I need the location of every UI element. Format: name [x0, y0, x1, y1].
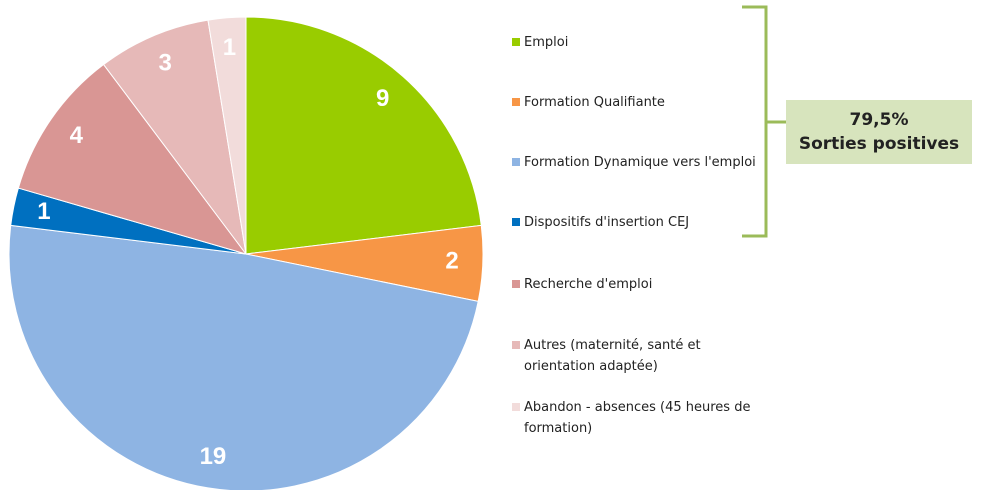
legend-label: Autres (maternité, santé et orientation … [524, 338, 701, 374]
legend-item: Abandon - absences (45 heures de formati… [512, 397, 764, 439]
legend-label: Formation Dynamique vers l'emploi [524, 155, 756, 170]
legend-label: Emploi [524, 35, 569, 50]
legend-item: Formation Qualifiante [512, 92, 764, 113]
legend-item: Dispositifs d'insertion CEJ [512, 212, 764, 233]
legend-swatch [512, 341, 520, 349]
legend-item: Autres (maternité, santé et orientation … [512, 335, 764, 377]
legend-swatch [512, 158, 520, 166]
data-label: 4 [70, 122, 84, 149]
legend-swatch [512, 218, 520, 226]
annotation-box: 79,5% Sorties positives [786, 100, 972, 164]
legend-swatch [512, 98, 520, 106]
pie-slice [207, 16, 247, 255]
legend-label: Recherche d'emploi [524, 277, 653, 292]
data-label: 3 [159, 50, 172, 77]
data-label: 2 [445, 248, 458, 275]
pie-slice [8, 224, 479, 490]
data-label: 19 [200, 443, 227, 470]
legend-item: Recherche d'emploi [512, 274, 764, 295]
data-label: 1 [223, 34, 236, 61]
annotation: 79,5% [849, 110, 909, 130]
legend-swatch [512, 38, 520, 46]
pie-slice [17, 63, 248, 255]
annotation: Sorties positives [798, 134, 960, 154]
legend-label: Dispositifs d'insertion CEJ [524, 215, 690, 230]
legend-swatch [512, 403, 520, 411]
data-label: 1 [37, 198, 50, 225]
legend-item: Formation Dynamique vers l'emploi [512, 152, 764, 173]
pie-slice [245, 16, 482, 255]
bracket [742, 5, 786, 238]
data-label: 9 [376, 85, 389, 112]
legend-swatch [512, 280, 520, 288]
legend-label: Formation Qualifiante [524, 95, 665, 110]
legend-item: Emploi [512, 32, 764, 53]
pie-slice [102, 19, 247, 255]
legend-label: Abandon - absences (45 heures de formati… [524, 400, 751, 436]
